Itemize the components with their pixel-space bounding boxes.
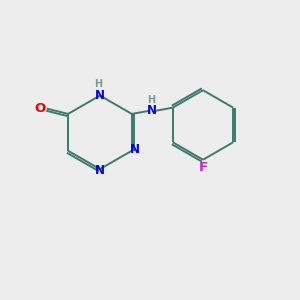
- Text: O: O: [35, 101, 46, 115]
- Text: F: F: [198, 161, 208, 175]
- Text: H: H: [94, 79, 103, 89]
- Text: N: N: [95, 89, 105, 102]
- Text: N: N: [147, 104, 158, 117]
- Text: N: N: [95, 164, 105, 177]
- Text: N: N: [130, 143, 140, 156]
- Text: H: H: [147, 94, 155, 105]
